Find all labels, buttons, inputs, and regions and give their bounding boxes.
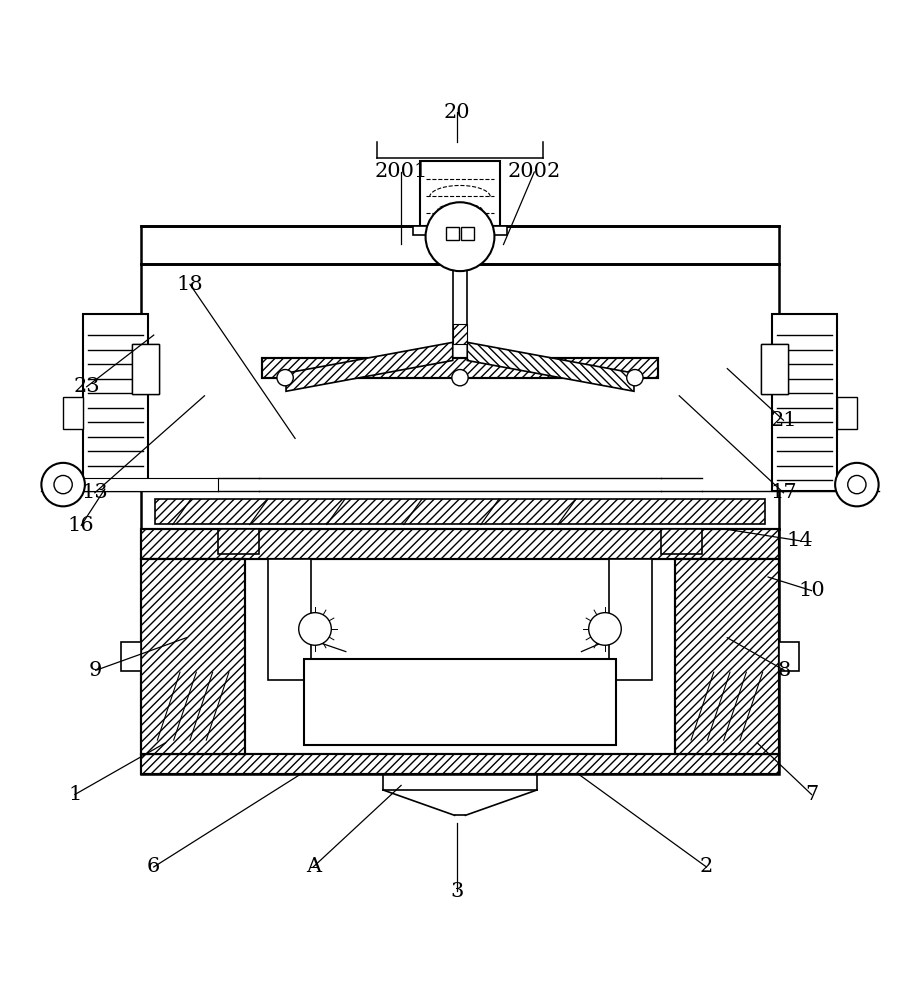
Bar (760, 344, 788, 394)
Circle shape (41, 463, 85, 506)
Text: 3: 3 (450, 882, 463, 901)
Text: 7: 7 (804, 785, 817, 804)
Bar (141, 529, 778, 774)
Text: 8: 8 (777, 661, 790, 680)
Bar (141, 226, 778, 264)
Bar (121, 642, 141, 671)
Text: 16: 16 (68, 516, 95, 535)
Bar (771, 314, 836, 491)
Text: 13: 13 (82, 483, 108, 502)
Text: 17: 17 (769, 483, 796, 502)
Bar (262, 358, 657, 378)
Bar (661, 529, 701, 554)
Bar (452, 324, 467, 344)
Circle shape (277, 370, 293, 386)
Text: 18: 18 (176, 275, 203, 294)
Bar (267, 559, 311, 680)
Bar (760, 344, 788, 394)
Text: 2002: 2002 (507, 162, 561, 181)
Bar (304, 659, 615, 745)
Circle shape (451, 370, 468, 386)
Bar (141, 559, 245, 754)
Bar (674, 559, 778, 754)
Text: 1: 1 (68, 785, 82, 804)
Bar (141, 559, 245, 754)
Bar (141, 754, 778, 774)
Bar (63, 397, 83, 429)
Polygon shape (467, 342, 633, 391)
Text: 20: 20 (444, 103, 471, 122)
Circle shape (425, 202, 494, 271)
Text: 21: 21 (769, 411, 796, 430)
Circle shape (299, 613, 331, 645)
Bar (460, 227, 473, 240)
Bar (82, 478, 218, 491)
Bar (154, 499, 765, 524)
Bar (446, 227, 459, 240)
Text: 9: 9 (89, 661, 102, 680)
Bar (218, 529, 258, 554)
Circle shape (588, 613, 620, 645)
Bar (262, 358, 657, 378)
Circle shape (834, 463, 878, 506)
Bar (141, 529, 778, 559)
Bar (778, 642, 798, 671)
Text: 23: 23 (74, 377, 100, 396)
Bar (608, 559, 652, 680)
Circle shape (626, 370, 642, 386)
Bar (131, 344, 159, 394)
Text: 6: 6 (147, 857, 160, 876)
Text: 14: 14 (786, 531, 812, 550)
Bar (83, 314, 148, 491)
Bar (836, 397, 856, 429)
Polygon shape (286, 342, 452, 391)
Text: A: A (305, 857, 321, 876)
Text: 10: 10 (798, 581, 824, 600)
Bar (141, 754, 778, 774)
Bar (674, 559, 778, 754)
Text: 2: 2 (699, 857, 712, 876)
Bar (141, 529, 778, 559)
Bar (413, 226, 506, 235)
Bar (420, 161, 499, 226)
Text: 2001: 2001 (374, 162, 427, 181)
Bar (131, 344, 159, 394)
